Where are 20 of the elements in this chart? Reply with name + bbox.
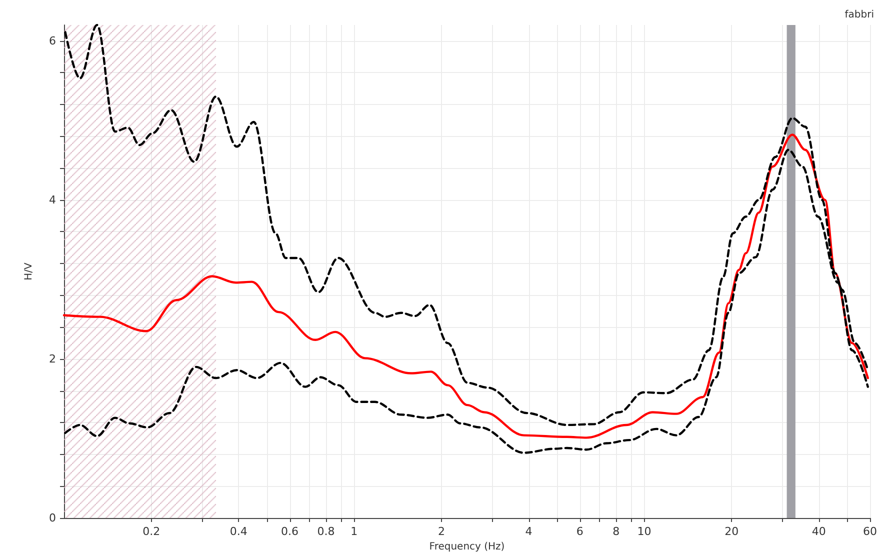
x-tick-label: 8 bbox=[612, 525, 620, 538]
x-tick-label: 2 bbox=[438, 525, 445, 538]
x-tick-label: 0.8 bbox=[317, 525, 335, 538]
x-tick-label: 0.2 bbox=[142, 525, 160, 538]
x-axis-title: Frequency (Hz) bbox=[429, 541, 505, 552]
x-tick-label: 0.4 bbox=[230, 525, 248, 538]
x-tick-label: 4 bbox=[525, 525, 532, 538]
x-tick-label: 1 bbox=[350, 525, 358, 538]
y-tick-label: 2 bbox=[49, 352, 56, 366]
x-tick-label: 60 bbox=[863, 525, 877, 538]
x-tick-label: 0.6 bbox=[281, 525, 299, 538]
x-tick-label: 40 bbox=[812, 525, 826, 538]
text: fabbri bbox=[844, 10, 874, 20]
y-axis-title: H/V bbox=[24, 262, 34, 280]
y-tick-label: 4 bbox=[49, 193, 56, 206]
y-tick-label: 6 bbox=[49, 34, 56, 48]
y-tick-label: 0 bbox=[49, 512, 56, 524]
x-tick-label: 10 bbox=[637, 525, 652, 538]
x-tick-label: 6 bbox=[576, 525, 584, 538]
x-tick-label: 20 bbox=[724, 525, 739, 538]
